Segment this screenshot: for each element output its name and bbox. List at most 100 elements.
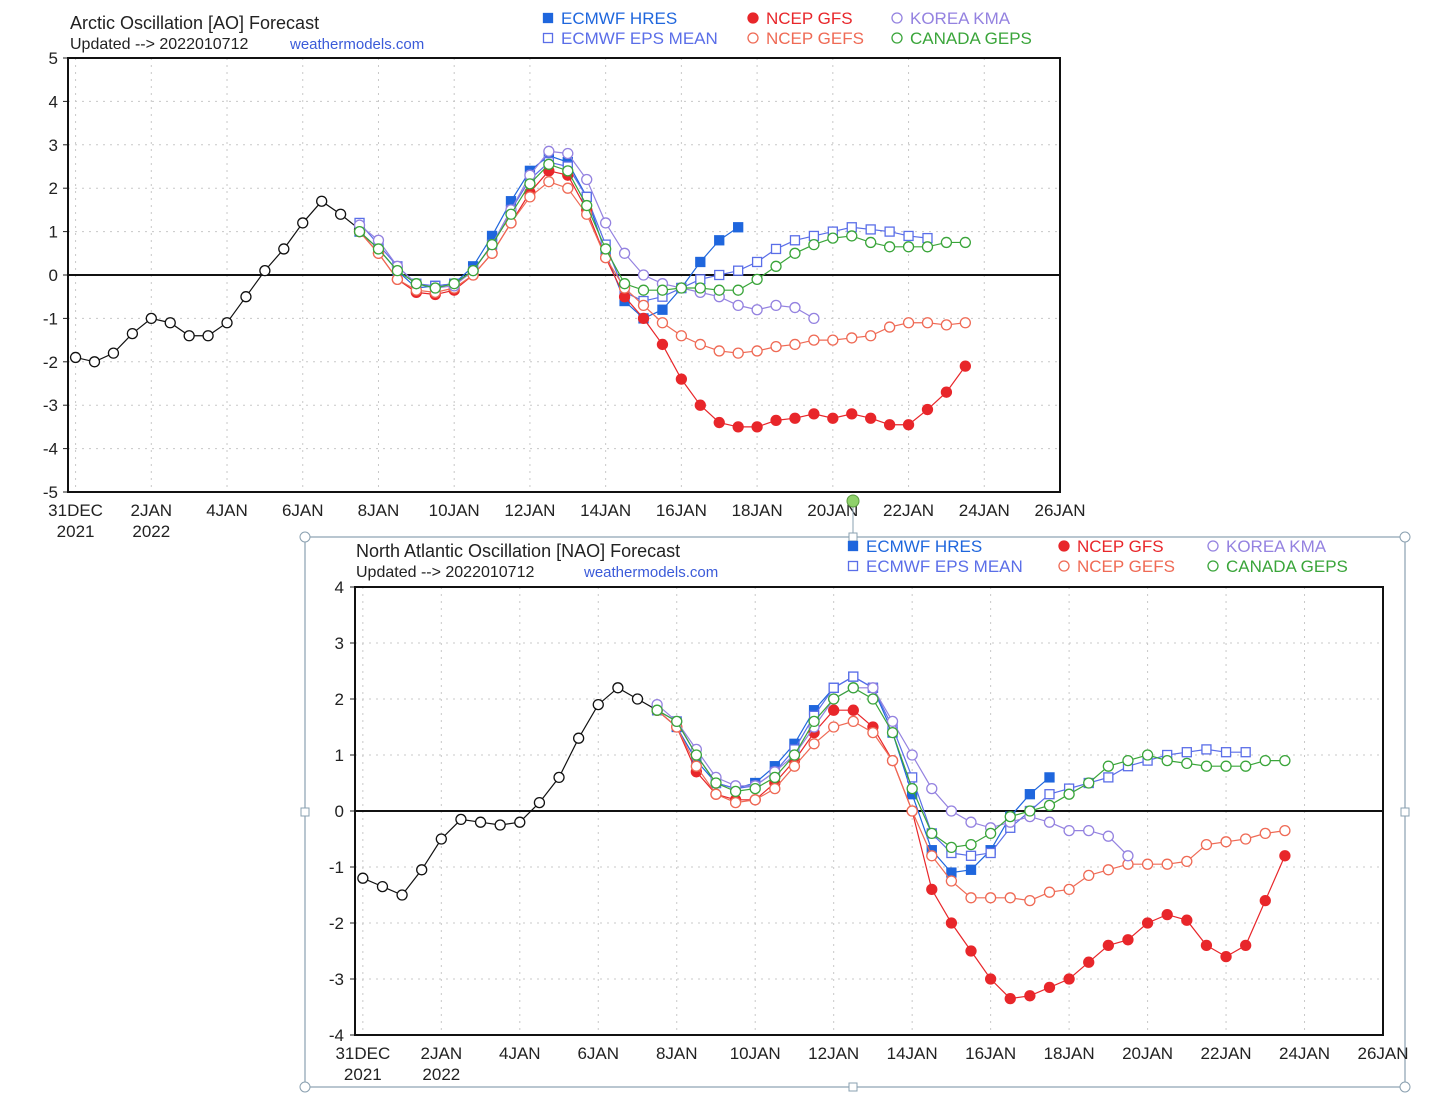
legend-item[interactable]: NCEP GEFS	[1058, 557, 1175, 576]
data-point	[732, 299, 744, 312]
data-point	[467, 265, 479, 277]
legend-item[interactable]: CANADA GEPS	[1207, 557, 1348, 576]
data-point	[940, 236, 953, 249]
selection-frame[interactable]	[299, 494, 1411, 1093]
legend-marker-icon	[1207, 560, 1219, 572]
y-tick-label: -5	[43, 483, 58, 502]
resize-handle-left[interactable]	[300, 807, 310, 817]
data-point	[1063, 883, 1075, 896]
resize-handle-bottom-right[interactable]	[1399, 1081, 1411, 1093]
resize-handle-top-right[interactable]	[1399, 531, 1411, 543]
data-point	[903, 230, 914, 242]
data-point	[675, 373, 688, 385]
x-tick-label: 14JAN	[887, 1044, 938, 1063]
data-point	[883, 419, 896, 431]
resize-handle-top-left[interactable]	[299, 531, 311, 543]
data-point	[656, 284, 669, 296]
y-tick-label: 1	[335, 746, 344, 765]
data-point	[965, 864, 977, 875]
y-tick-label: 4	[49, 92, 58, 111]
data-point	[1181, 757, 1193, 770]
nao-chart[interactable]: North Atlantic Oscillation [NAO] Forecas…	[329, 537, 1409, 1084]
nao-updated: Updated --> 2022010712	[356, 564, 534, 581]
legend-marker-icon	[542, 12, 554, 24]
y-tick-label: 2	[335, 690, 344, 709]
data-point	[959, 236, 971, 249]
x-tick-label: 6JAN	[282, 501, 324, 520]
x-tick-label: 14JAN	[580, 501, 631, 520]
ao-source-link[interactable]: weathermodels.com	[289, 36, 424, 53]
data-point	[1083, 956, 1095, 968]
legend-item[interactable]: ECMWF EPS MEAN	[847, 557, 1023, 576]
data-point	[107, 347, 120, 359]
legend-item[interactable]: NCEP GFS	[1058, 537, 1164, 556]
data-point	[1024, 990, 1036, 1002]
data-point	[353, 225, 366, 238]
data-point	[376, 880, 389, 893]
data-point	[808, 738, 820, 750]
plot-frame	[67, 57, 1061, 493]
data-point	[675, 282, 688, 294]
data-point	[88, 356, 101, 368]
y-tick-label: 3	[49, 136, 58, 155]
data-point	[562, 147, 574, 160]
y-tick-label: -1	[329, 858, 344, 877]
data-point	[695, 256, 706, 268]
data-point	[1220, 760, 1232, 772]
legend-item[interactable]: ECMWF HRES	[542, 9, 678, 28]
data-point	[886, 715, 899, 728]
legend-item[interactable]: NCEP GEFS	[747, 29, 864, 48]
ao-title: Arctic Oscillation [AO] Forecast	[70, 13, 319, 33]
data-point	[372, 243, 385, 255]
x-tick-label: 24JAN	[959, 501, 1010, 520]
data-point	[867, 682, 879, 694]
data-point	[883, 241, 896, 253]
legend-label: NCEP GEFS	[1077, 557, 1175, 576]
data-point	[940, 319, 953, 331]
legend-marker-icon	[1058, 540, 1070, 552]
data-point	[1279, 850, 1291, 862]
data-point	[789, 412, 801, 424]
legend-item[interactable]: NCEP GFS	[747, 9, 853, 28]
ao-chart: Arctic Oscillation [AO] Forecast Updated…	[43, 9, 1086, 541]
data-point	[906, 749, 918, 761]
data-point	[867, 693, 879, 705]
legend-item[interactable]: KOREA KMA	[891, 9, 1011, 28]
legend-label: ECMWF EPS MEAN	[866, 557, 1023, 576]
data-point	[749, 794, 761, 806]
data-point	[965, 892, 977, 904]
data-point	[675, 330, 688, 342]
data-point	[867, 726, 879, 739]
data-point	[1043, 886, 1056, 898]
legend-item[interactable]: ECMWF EPS MEAN	[542, 29, 718, 48]
legend-item[interactable]: CANADA GEPS	[891, 29, 1032, 48]
x-tick-label: 16JAN	[656, 501, 707, 520]
resize-handle-bottom-left[interactable]	[299, 1081, 311, 1093]
resize-handle-right[interactable]	[1400, 807, 1410, 817]
x-tick-label: 12JAN	[808, 1044, 859, 1063]
rotate-handle-icon[interactable]	[846, 494, 860, 508]
legend-item[interactable]: ECMWF HRES	[847, 537, 983, 556]
data-point	[1024, 789, 1036, 800]
series-canada-geps	[651, 682, 1291, 854]
resize-handle-top[interactable]	[848, 532, 858, 542]
ao-plot-area: 31DEC 2021 2JAN 2022 4JAN 6JAN 8JAN 10JAN 12JAN 1…	[43, 49, 1086, 541]
resize-handle-bottom[interactable]	[848, 1082, 858, 1092]
data-point	[694, 338, 706, 351]
data-point	[581, 173, 593, 186]
x-tick-label: 26JAN	[1034, 501, 1085, 520]
legend-item[interactable]: KOREA KMA	[1207, 537, 1327, 556]
x-tick-label: 10JAN	[429, 501, 480, 520]
data-point	[599, 217, 612, 229]
data-point	[733, 265, 744, 276]
nao-source-link[interactable]: weathermodels.com	[583, 564, 718, 581]
legend-marker-icon	[891, 12, 903, 24]
data-point	[865, 412, 877, 424]
x-tick-year-label: 2021	[344, 1065, 382, 1084]
data-point	[945, 805, 958, 817]
legend-label: CANADA GEPS	[1226, 557, 1348, 576]
data-point	[926, 850, 938, 862]
data-point	[789, 338, 801, 351]
x-tick-year-label: 2021	[57, 522, 95, 541]
